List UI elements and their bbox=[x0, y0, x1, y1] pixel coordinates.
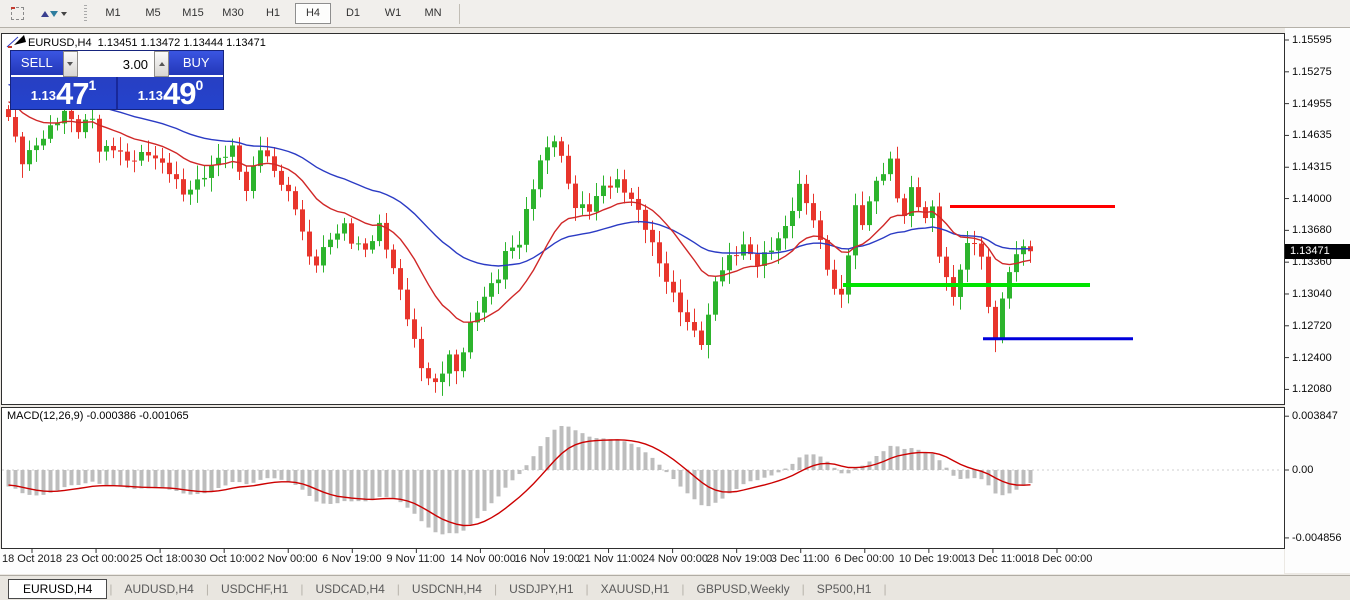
macd-axis-label: 0.003847 bbox=[1292, 410, 1338, 423]
price-axis-label: 1.15275 bbox=[1292, 65, 1332, 78]
sell-price-display[interactable]: 1.13 47 1 bbox=[11, 77, 116, 109]
price-axis-label: 1.13680 bbox=[1292, 224, 1332, 237]
tab-separator: | bbox=[300, 581, 304, 596]
buy-button[interactable]: BUY bbox=[169, 51, 223, 77]
price-axis-label: 1.14955 bbox=[1292, 97, 1332, 110]
macd-axis-label: -0.004856 bbox=[1292, 531, 1342, 544]
date-axis-label: 25 Oct 18:00 bbox=[130, 553, 194, 565]
tab-separator: | bbox=[396, 581, 400, 596]
date-axis-label: 14 Nov 00:00 bbox=[450, 553, 516, 565]
current-price-badge: 1.13471 bbox=[1285, 244, 1350, 260]
timeframe-button-m5[interactable]: M5 bbox=[145, 7, 161, 19]
date-axis-label: 6 Dec 00:00 bbox=[834, 553, 895, 565]
dropdown-arrow-icon bbox=[61, 11, 67, 16]
tab-separator: | bbox=[681, 581, 685, 596]
toolbar-grip[interactable] bbox=[84, 4, 87, 23]
timeframe-button-w1[interactable]: W1 bbox=[384, 7, 402, 19]
macd-axis-label: 0.00 bbox=[1292, 464, 1314, 476]
timeframe-button-mn[interactable]: MN bbox=[424, 7, 442, 19]
price-axis-label: 1.13040 bbox=[1292, 287, 1332, 300]
tab-separator: | bbox=[109, 581, 113, 596]
price-axis-label: 1.14000 bbox=[1292, 192, 1332, 205]
sell-price-sup: 1 bbox=[88, 77, 97, 93]
volume-decrease-button[interactable] bbox=[62, 51, 79, 77]
timeframe-toolbar: M1 M5 M15 M30 H1 H4 D1 W1 MN bbox=[0, 0, 1350, 28]
date-axis-label: 18 Dec 00:00 bbox=[1026, 553, 1093, 565]
macd-chart-surface[interactable] bbox=[1, 407, 1285, 549]
selection-box-icon[interactable] bbox=[3, 2, 31, 26]
symbol-ohlc-label: EURUSD,H4 1.13451 1.13472 1.13444 1.1347… bbox=[28, 37, 266, 49]
volume-increase-button[interactable] bbox=[154, 51, 170, 77]
chart-tab-eurusd-h4[interactable]: EURUSD,H4 bbox=[8, 578, 108, 599]
tab-separator: | bbox=[801, 581, 805, 596]
date-axis-label: 24 Nov 00:00 bbox=[642, 553, 709, 565]
date-axis-label: 23 Oct 00:00 bbox=[66, 553, 130, 565]
date-axis-label: 18 Oct 2018 bbox=[2, 553, 62, 565]
date-axis[interactable] bbox=[0, 549, 1284, 574]
timeframe-button-m30[interactable]: M30 bbox=[222, 7, 244, 19]
chart-tab-audusd-h4[interactable]: AUDUSD,H4 bbox=[124, 581, 194, 596]
chart-tab-bar: EURUSD,H4 | AUDUSD,H4 | USDCHF,H1 | USDCAD,H4 |… bbox=[0, 575, 1350, 600]
date-axis-label: 6 Nov 19:00 bbox=[322, 553, 382, 565]
buy-price-display[interactable]: 1.13 49 0 bbox=[118, 77, 223, 109]
buy-price-big: 49 bbox=[163, 76, 196, 111]
date-axis-label: 3 Dec 11:00 bbox=[770, 553, 830, 565]
price-axis-label: 1.12400 bbox=[1292, 351, 1332, 364]
price-axis[interactable] bbox=[1285, 28, 1350, 573]
cascade-windows-icon[interactable] bbox=[34, 2, 74, 26]
chart-tab-gbpusd-weekly[interactable]: GBPUSD,Weekly bbox=[696, 581, 790, 596]
timeframe-button-h4[interactable]: H4 bbox=[295, 3, 331, 24]
sell-button[interactable]: SELL bbox=[11, 51, 63, 77]
timeframe-button-h1[interactable]: H1 bbox=[265, 7, 281, 19]
chart-tab-usdcad-h4[interactable]: USDCAD,H4 bbox=[315, 581, 385, 596]
date-axis-label: 28 Nov 19:00 bbox=[706, 553, 773, 565]
timeframe-button-m15[interactable]: M15 bbox=[182, 7, 204, 19]
tab-separator: | bbox=[883, 581, 887, 596]
chart-tab-usdcnh-h4[interactable]: USDCNH,H4 bbox=[411, 581, 482, 596]
chart-tab-sp500-h1[interactable]: SP500,H1 bbox=[816, 581, 872, 596]
price-axis-label: 1.12720 bbox=[1292, 319, 1332, 332]
sell-price-prefix: 1.13 bbox=[30, 88, 57, 103]
chart-arrow-icon bbox=[6, 35, 26, 48]
date-axis-label: 16 Nov 19:00 bbox=[514, 553, 580, 565]
timeframe-button-m1[interactable]: M1 bbox=[105, 7, 121, 19]
price-axis-label: 1.12080 bbox=[1292, 383, 1332, 396]
date-axis-label: 13 Dec 11:00 bbox=[962, 553, 1028, 565]
date-axis-label: 10 Dec 19:00 bbox=[898, 553, 965, 565]
sell-price-big: 47 bbox=[56, 76, 89, 111]
date-axis-label: 2 Nov 00:00 bbox=[258, 553, 318, 565]
date-axis-label: 21 Nov 11:00 bbox=[578, 553, 644, 565]
macd-indicator-label: MACD(12,26,9) -0.000386 -0.001065 bbox=[7, 410, 189, 422]
price-axis-label: 1.13360 bbox=[1292, 256, 1332, 269]
price-axis-label: 1.14315 bbox=[1292, 161, 1332, 174]
price-axis-label: 1.15595 bbox=[1292, 34, 1332, 46]
toolbar-separator bbox=[459, 3, 460, 24]
buy-price-sup: 0 bbox=[195, 77, 204, 93]
chart-tab-xauusd-h1[interactable]: XAUUSD,H1 bbox=[600, 581, 670, 596]
date-axis-label: 9 Nov 11:00 bbox=[386, 553, 445, 565]
timeframe-button-d1[interactable]: D1 bbox=[345, 7, 361, 19]
tab-separator: | bbox=[205, 581, 209, 596]
price-axis-label: 1.14635 bbox=[1292, 129, 1332, 142]
buy-price-prefix: 1.13 bbox=[137, 88, 164, 103]
date-axis-label: 30 Oct 10:00 bbox=[194, 553, 258, 565]
tab-separator: | bbox=[493, 581, 498, 596]
chart-tab-usdjpy-h1[interactable]: USDJPY,H1 bbox=[509, 581, 574, 596]
chart-tab-usdchf-h1[interactable]: USDCHF,H1 bbox=[220, 581, 289, 596]
volume-input[interactable] bbox=[78, 51, 155, 77]
price-divider bbox=[116, 77, 118, 109]
timeframe-buttons: M1 M5 M15 M30 H1 H4 D1 W1 MN bbox=[93, 3, 453, 24]
tab-separator: | bbox=[585, 581, 589, 596]
